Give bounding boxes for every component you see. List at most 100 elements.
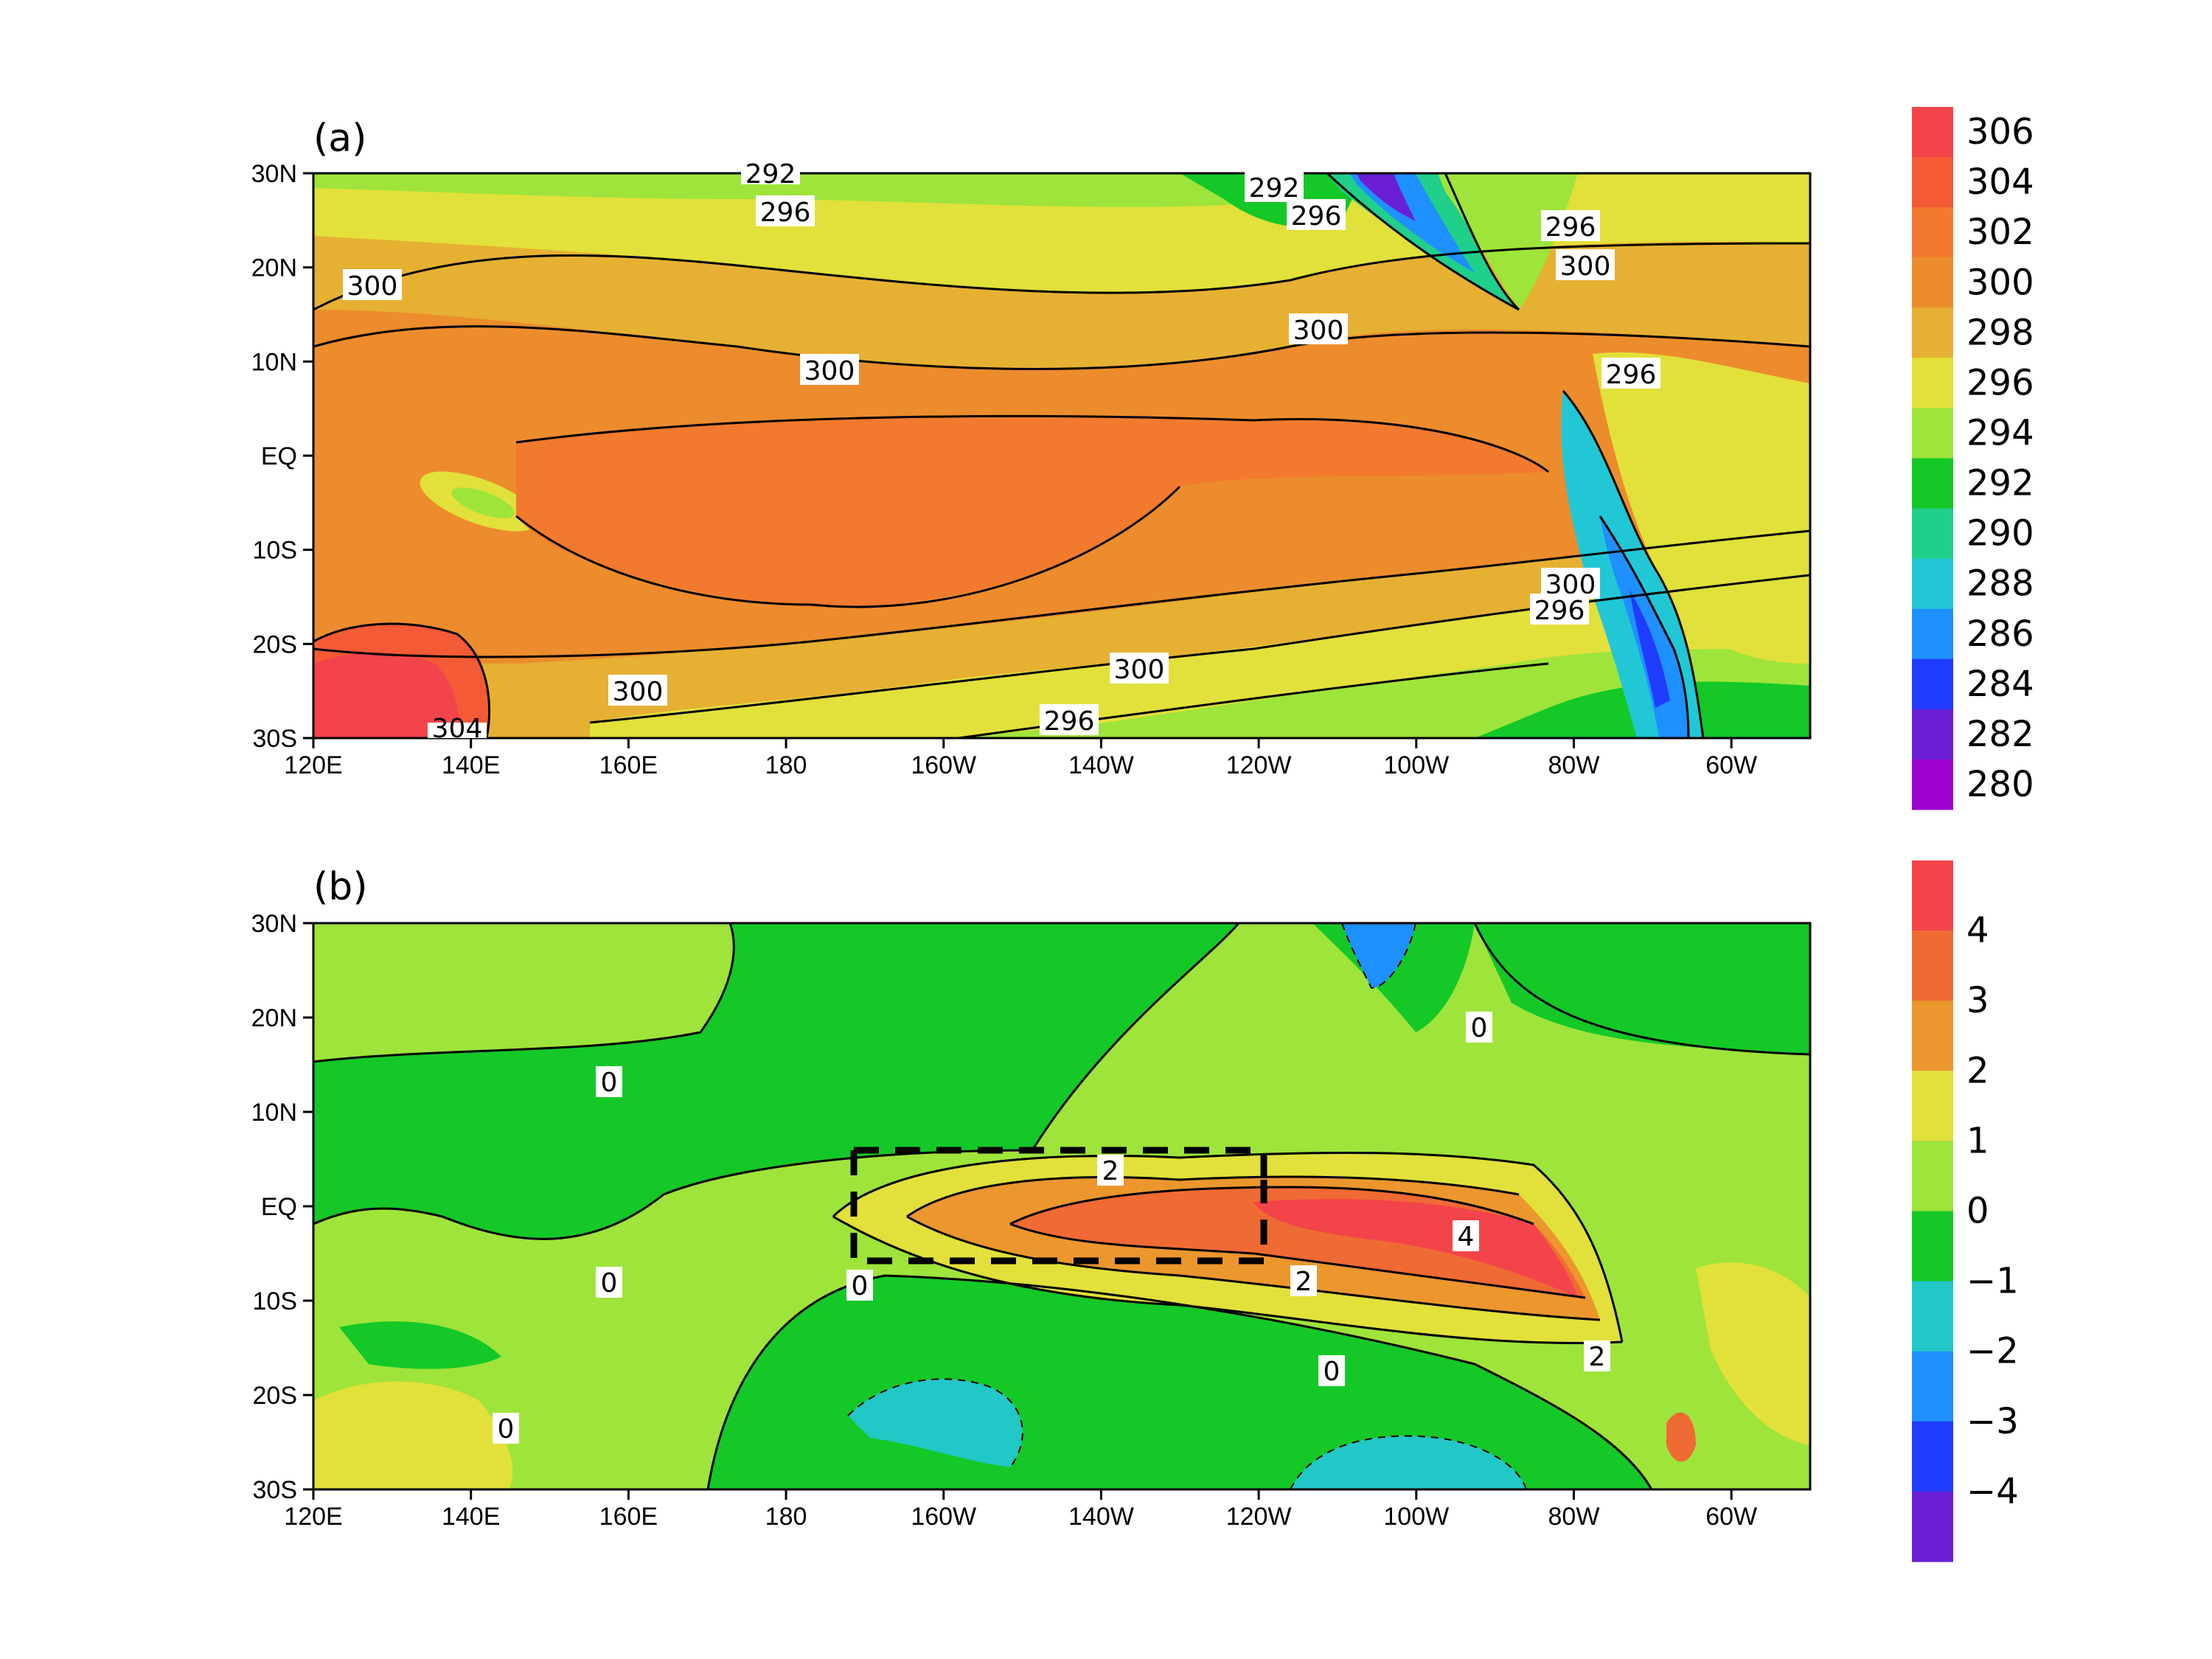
lon-tick-label: 120W (1226, 1503, 1292, 1531)
contour-label: 0 (493, 1413, 519, 1444)
svg-text:300: 300 (1114, 655, 1165, 685)
contour-label: 300 (343, 269, 402, 302)
colorbar-label: 288 (1966, 563, 2034, 605)
lon-tick-label: 160E (599, 751, 658, 779)
lon-tick-label: 120W (1226, 751, 1292, 779)
contour-label: 304 (428, 714, 487, 744)
contour-label: 4 (1453, 1220, 1479, 1252)
colorbar-swatch (1912, 157, 1953, 208)
colorbar-swatch (1912, 1071, 1953, 1141)
lon-tick-label: 60W (1705, 1503, 1757, 1531)
colorbar-label: 294 (1966, 412, 2034, 453)
contour-label: 296 (1601, 358, 1660, 390)
colorbar-swatch (1912, 608, 1953, 660)
contour-label: 2 (1290, 1265, 1317, 1297)
svg-text:300: 300 (613, 677, 664, 707)
negative-contours (847, 923, 1527, 1489)
colorbar-swatch (1912, 860, 1953, 931)
svg-text:0: 0 (1324, 1357, 1340, 1387)
colorbar-swatch (1912, 1351, 1953, 1422)
svg-text:296: 296 (1291, 201, 1342, 232)
contour-labels-b: 0 0 0 0 0 0 2 2 2 4 (493, 1012, 1610, 1444)
svg-text:4: 4 (1458, 1222, 1475, 1252)
contour-label: 0 (1318, 1355, 1345, 1387)
colorbar-swatch (1912, 257, 1953, 308)
colorbar-label: 280 (1966, 764, 2034, 805)
svg-text:296: 296 (1044, 706, 1095, 737)
colorbar-swatch (1912, 458, 1953, 509)
colorbar-label: −1 (1966, 1261, 2019, 1302)
lon-tick-label: 80W (1548, 1503, 1600, 1531)
colorbar-label: 286 (1966, 613, 2034, 655)
lat-tick-label: 10S (253, 537, 298, 565)
colorbar-label: −4 (1966, 1471, 2019, 1512)
contour-label: 300 (608, 675, 667, 707)
colorbar-swatch (1912, 408, 1953, 459)
colorbar-swatch (1912, 1141, 1953, 1211)
lat-axis-a: 30N 20N 10N EQ 10S 20S 30S (251, 160, 313, 753)
contour-label: 2 (1584, 1340, 1610, 1372)
lon-tick-label: 100W (1383, 1503, 1449, 1531)
lat-tick-label: 20N (251, 1004, 297, 1032)
lat-tick-label: 30S (253, 725, 298, 753)
colorbar-swatch (1912, 307, 1953, 358)
colorbar-label: 302 (1966, 212, 2034, 253)
contour-label: 0 (846, 1270, 873, 1301)
lat-tick-label: 10S (253, 1287, 298, 1315)
colorbar-label: 304 (1966, 161, 2034, 203)
colorbar-a: 306 304 302 300 298 296 294 292 290 288 286 284 282 2… (1912, 107, 2034, 810)
contour-label: 0 (596, 1066, 622, 1098)
lon-axis-b: 120E 140E 160E 180 160W 140W 120W 100W 80W 60W (284, 1489, 1757, 1531)
svg-text:292: 292 (1249, 173, 1300, 204)
colorbar-swatch (1912, 658, 1953, 710)
lat-tick-label: 30S (253, 1476, 298, 1504)
lon-tick-label: 100W (1383, 751, 1449, 779)
lon-tick-label: 160W (911, 751, 976, 779)
colorbar-label: 290 (1966, 513, 2034, 554)
panel-tag-a: (a) (313, 116, 366, 161)
colorbar-label: −3 (1966, 1401, 2019, 1442)
lat-tick-label: EQ (261, 1193, 297, 1221)
lat-tick-label: 20S (253, 1382, 298, 1410)
svg-text:296: 296 (1534, 596, 1585, 626)
svg-text:2: 2 (1589, 1342, 1606, 1372)
svg-text:300: 300 (347, 271, 398, 302)
svg-text:2: 2 (1102, 1156, 1119, 1186)
colorbar-label: 292 (1966, 463, 2034, 504)
colorbar-swatch (1912, 931, 1953, 1001)
colorbar-label: 3 (1966, 980, 1989, 1021)
contour-label: 296 (1287, 199, 1346, 232)
colorbar-label: 296 (1966, 362, 2034, 403)
lat-axis-b: 30N 20N 10N EQ 10S 20S 30S (251, 910, 313, 1504)
svg-text:292: 292 (745, 159, 796, 189)
colorbar-label: 306 (1966, 111, 2034, 153)
contour-label: 300 (800, 354, 859, 386)
colorbar-label: 1 (1966, 1120, 1989, 1161)
lon-tick-label: 80W (1548, 751, 1600, 779)
colorbar-label: 298 (1966, 312, 2034, 353)
anomaly-contours (313, 923, 1810, 1489)
svg-text:300: 300 (804, 356, 855, 386)
svg-text:300: 300 (1293, 316, 1344, 346)
contour-label: 296 (756, 195, 815, 228)
colorbar-label: 0 (1966, 1191, 1989, 1232)
contour-label: 0 (1466, 1012, 1492, 1043)
lat-tick-label: EQ (261, 442, 297, 470)
colorbar-swatch (1912, 107, 1953, 158)
contour-label: 296 (1040, 704, 1099, 737)
colorbar-label: 4 (1966, 910, 1989, 951)
panel-a: (a) (251, 107, 2034, 810)
contour-label: 292 (1245, 171, 1304, 204)
colorbar-swatch (1912, 207, 1953, 258)
panel-b: (b) (251, 860, 2019, 1562)
contour-label: 300 (1556, 249, 1615, 282)
lon-tick-label: 60W (1705, 751, 1757, 779)
svg-text:296: 296 (1606, 360, 1657, 390)
svg-text:0: 0 (852, 1271, 869, 1301)
colorbar-swatch (1912, 558, 1953, 610)
contour-labels-a: 300 300 300 300 300 300 300 296 296 296 … (343, 159, 1660, 744)
lat-tick-label: 30N (251, 910, 297, 938)
lon-tick-label: 140W (1068, 751, 1134, 779)
colorbar-label: 282 (1966, 714, 2034, 755)
